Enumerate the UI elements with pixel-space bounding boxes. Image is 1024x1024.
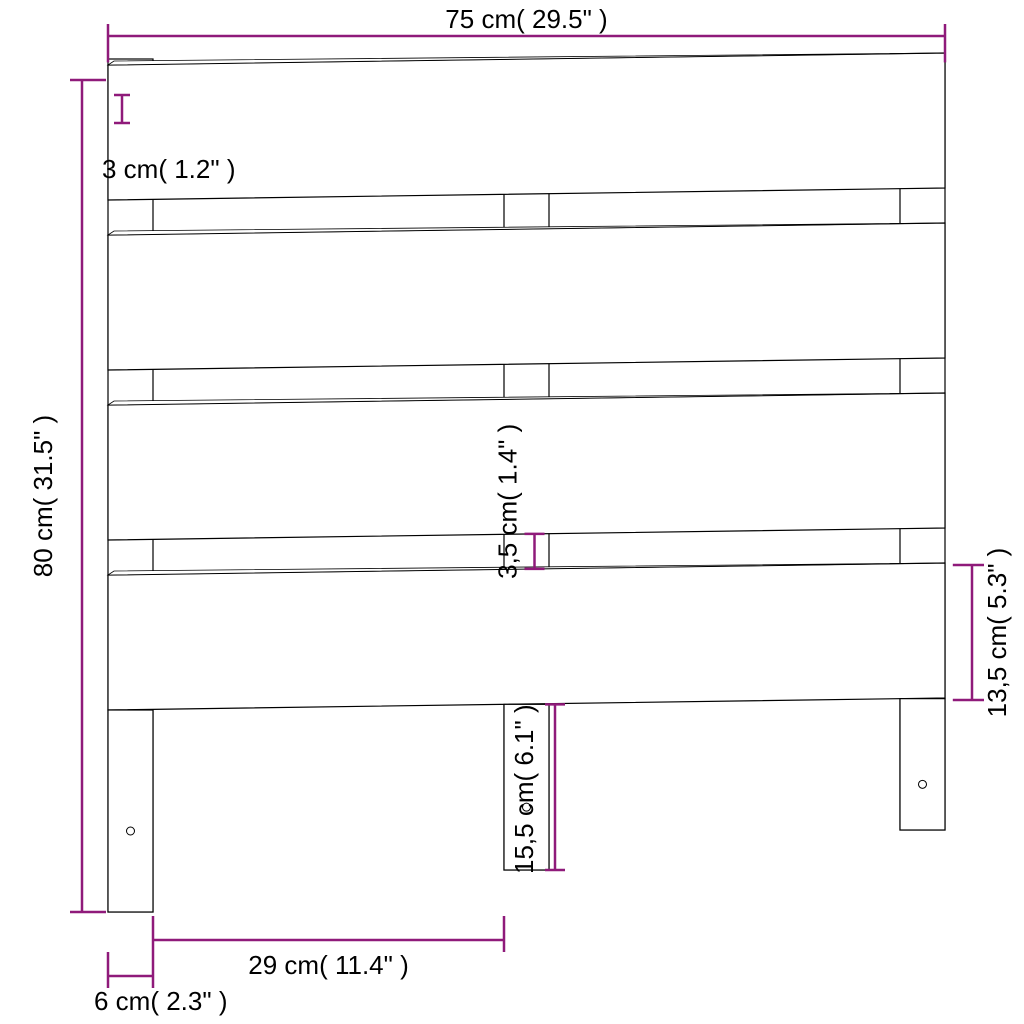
slat — [108, 393, 945, 540]
dim-height-left: 80 cm( 31.5" ) — [28, 415, 58, 577]
slat — [108, 563, 945, 710]
dim-gap: 3,5 cm( 1.4" ) — [493, 424, 523, 579]
dim-leg-width: 6 cm( 2.3" ) — [94, 986, 227, 1016]
dim-slat-height: 13,5 cm( 5.3" ) — [982, 548, 1012, 718]
dimension-diagram: 75 cm( 29.5" ) 80 cm( 31.5" ) 3 cm( 1.2" )… — [0, 0, 1024, 1024]
dim-slat-thickness: 3 cm( 1.2" ) — [102, 154, 235, 184]
dim-leg-drop: 15,5 cm( 6.1" ) — [509, 704, 539, 874]
dim-width-top: 75 cm( 29.5" ) — [445, 4, 607, 34]
leg-front — [900, 699, 945, 830]
leg-front — [108, 710, 153, 912]
slat — [108, 223, 945, 370]
dim-leg-spacing: 29 cm( 11.4" ) — [248, 950, 408, 980]
